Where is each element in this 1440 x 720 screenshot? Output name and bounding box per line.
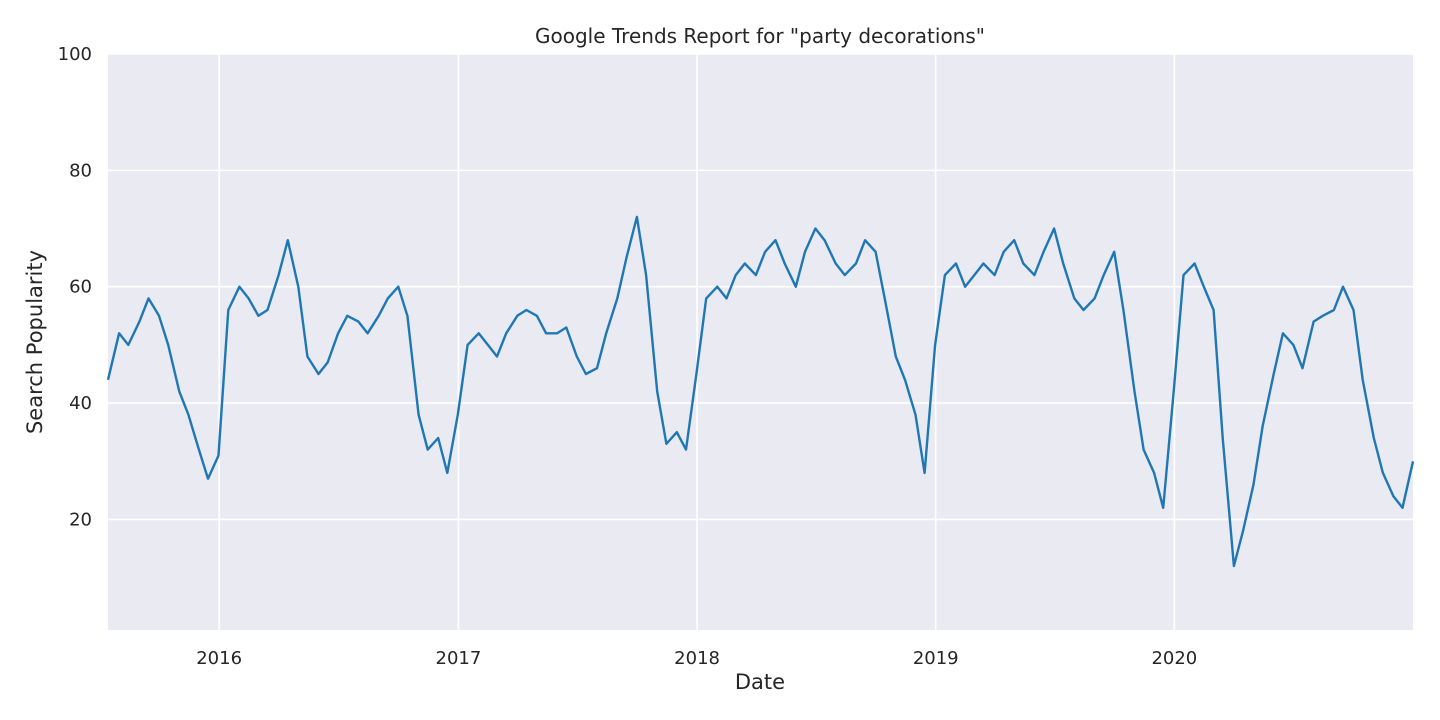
x-tick-label: 2016	[196, 648, 242, 669]
y-tick-label: 100	[58, 44, 92, 65]
x-axis-label: Date	[735, 670, 785, 694]
x-tick-label: 2018	[674, 648, 720, 669]
series-layer	[106, 215, 1415, 568]
y-axis-label: Search Popularity	[23, 250, 47, 434]
series-line	[106, 215, 1415, 568]
y-axis-ticks: 20 40 60 80 100	[58, 44, 92, 530]
x-tick-label: 2017	[436, 648, 482, 669]
x-axis-ticks: 2016 2017 2018 2019 2020	[196, 648, 1197, 669]
x-tick-label: 2019	[913, 648, 959, 669]
y-tick-label: 60	[69, 277, 92, 298]
chart-title: Google Trends Report for "party decorati…	[535, 24, 985, 48]
y-tick-label: 40	[69, 393, 92, 414]
y-tick-label: 20	[69, 509, 92, 530]
y-tick-label: 80	[69, 160, 92, 181]
grid	[108, 53, 1413, 630]
plot-background	[108, 54, 1413, 630]
x-tick-label: 2020	[1151, 648, 1197, 669]
